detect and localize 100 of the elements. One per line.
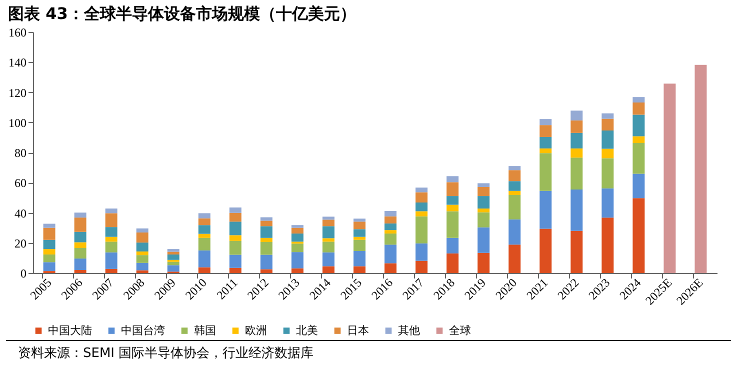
bar bbox=[632, 136, 645, 144]
bar bbox=[632, 97, 645, 102]
bar bbox=[198, 267, 210, 273]
bar bbox=[602, 113, 614, 119]
bar bbox=[167, 254, 180, 260]
bar bbox=[632, 174, 645, 198]
bar bbox=[446, 196, 459, 205]
bar bbox=[540, 228, 552, 273]
legend-label: 中国台湾 bbox=[121, 324, 165, 337]
bar bbox=[136, 228, 148, 232]
bar bbox=[136, 242, 148, 252]
bar bbox=[353, 229, 366, 237]
bar bbox=[570, 132, 583, 148]
bar bbox=[260, 242, 272, 255]
bar bbox=[105, 213, 118, 228]
y-tick-label: 20 bbox=[14, 236, 26, 250]
bar bbox=[508, 190, 521, 195]
bar bbox=[353, 251, 366, 266]
bar bbox=[198, 218, 210, 226]
bar bbox=[478, 196, 490, 209]
y-tick-label: 40 bbox=[14, 206, 26, 220]
bar bbox=[198, 238, 210, 250]
bar bbox=[602, 158, 614, 188]
y-tick-label: 60 bbox=[14, 176, 26, 190]
bar bbox=[322, 242, 334, 252]
bar bbox=[446, 176, 459, 182]
bar bbox=[570, 230, 583, 273]
bar bbox=[136, 270, 148, 273]
bar bbox=[229, 207, 242, 213]
y-tick-label: 140 bbox=[8, 56, 26, 70]
bar bbox=[384, 210, 397, 216]
bar bbox=[570, 120, 583, 133]
legend-label: 中国大陆 bbox=[48, 324, 92, 337]
bar bbox=[43, 228, 56, 240]
bar bbox=[322, 238, 334, 242]
bar bbox=[694, 64, 707, 273]
bar bbox=[74, 258, 86, 270]
bar bbox=[416, 192, 428, 203]
bar bbox=[416, 216, 428, 244]
y-tick-label: 0 bbox=[20, 266, 26, 280]
bar bbox=[353, 218, 366, 222]
bar bbox=[384, 216, 397, 224]
bar bbox=[136, 262, 148, 270]
bar bbox=[260, 254, 272, 270]
bar bbox=[632, 114, 645, 136]
chart-title: 图表 43：全球半导体设备市场规模（十亿美元） bbox=[8, 4, 356, 23]
bar bbox=[416, 202, 428, 212]
bar bbox=[384, 223, 397, 230]
bar bbox=[353, 236, 366, 240]
bar bbox=[74, 232, 86, 242]
bar bbox=[384, 244, 397, 264]
x-tick-label: 2011 bbox=[214, 276, 240, 302]
bar bbox=[198, 213, 210, 218]
text: 资料来源：SEMI 国际半导体协会，行业经济数据库 bbox=[18, 345, 315, 362]
bar bbox=[602, 188, 614, 218]
legend-label: 北美 bbox=[296, 324, 318, 337]
bar bbox=[260, 226, 272, 238]
bar bbox=[260, 269, 272, 273]
legend-label: 韩国 bbox=[194, 324, 216, 337]
y-tick-label: 160 bbox=[8, 26, 26, 40]
bar bbox=[353, 266, 366, 273]
bar bbox=[632, 143, 645, 174]
bar bbox=[322, 220, 334, 226]
bar bbox=[508, 244, 521, 273]
bar bbox=[322, 266, 334, 273]
bar bbox=[570, 148, 583, 158]
bar bbox=[416, 188, 428, 192]
bar bbox=[43, 254, 56, 262]
bar bbox=[353, 240, 366, 252]
legend-label: 日本 bbox=[347, 324, 369, 337]
bar bbox=[229, 235, 242, 241]
bar bbox=[291, 225, 304, 228]
bar bbox=[384, 230, 397, 234]
bar bbox=[198, 225, 210, 234]
bar bbox=[508, 181, 521, 191]
legend-label: 欧洲 bbox=[245, 324, 267, 337]
bar bbox=[74, 212, 86, 218]
bar bbox=[446, 253, 459, 273]
bar bbox=[322, 216, 334, 220]
bar bbox=[105, 227, 118, 237]
bar bbox=[602, 218, 614, 273]
bar bbox=[43, 240, 56, 250]
bar bbox=[478, 252, 490, 273]
bar bbox=[353, 222, 366, 230]
bar bbox=[508, 170, 521, 182]
bar bbox=[229, 212, 242, 222]
bar bbox=[602, 130, 614, 149]
bar bbox=[632, 102, 645, 115]
legend-label: 全球 bbox=[449, 324, 471, 337]
bar bbox=[167, 252, 180, 254]
bar bbox=[198, 234, 210, 238]
bar bbox=[540, 119, 552, 126]
bar bbox=[74, 270, 86, 273]
bar bbox=[416, 260, 428, 273]
bar bbox=[478, 186, 490, 196]
bar bbox=[632, 198, 645, 273]
bar bbox=[540, 153, 552, 191]
bar bbox=[478, 212, 490, 228]
bar bbox=[105, 252, 118, 269]
bar bbox=[167, 249, 180, 252]
